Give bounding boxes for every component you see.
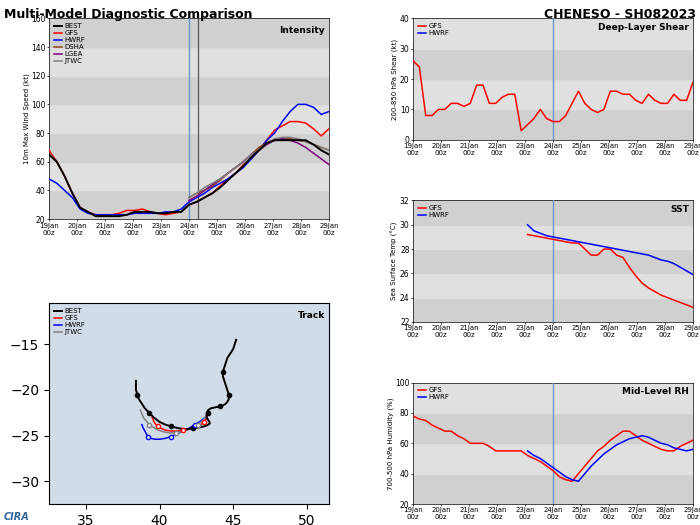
Bar	[413, 79, 693, 109]
Text: Track: Track	[298, 311, 325, 320]
Bar	[49, 191, 329, 219]
Bar	[413, 443, 693, 474]
Text: Mid-Level RH: Mid-Level RH	[622, 387, 689, 396]
Legend: GFS, HWRF: GFS, HWRF	[416, 204, 451, 220]
Bar	[413, 413, 693, 443]
Bar	[413, 109, 693, 140]
Text: Deep-Layer Shear: Deep-Layer Shear	[598, 23, 689, 32]
Bar	[49, 18, 329, 47]
Bar	[49, 76, 329, 104]
Bar	[413, 274, 693, 298]
Text: CHENESO - SH082023: CHENESO - SH082023	[545, 8, 696, 21]
Legend: GFS, HWRF: GFS, HWRF	[416, 386, 451, 402]
Y-axis label: 10m Max Wind Speed (kt): 10m Max Wind Speed (kt)	[23, 74, 29, 164]
Text: Multi-Model Diagnostic Comparison: Multi-Model Diagnostic Comparison	[4, 8, 252, 21]
Legend: BEST, GFS, HWRF, JTWC: BEST, GFS, HWRF, JTWC	[52, 307, 87, 337]
Bar	[49, 104, 329, 133]
Bar	[413, 201, 693, 225]
Text: CIRA: CIRA	[4, 512, 29, 522]
Legend: BEST, GFS, HWRF, DSHA, LGEA, JTWC: BEST, GFS, HWRF, DSHA, LGEA, JTWC	[52, 22, 87, 66]
Y-axis label: 200-850 hPa Shear (kt): 200-850 hPa Shear (kt)	[392, 38, 398, 120]
Bar	[49, 47, 329, 76]
Bar	[49, 133, 329, 162]
Text: Intensity: Intensity	[279, 26, 325, 35]
Bar	[413, 18, 693, 49]
Bar	[413, 49, 693, 79]
Legend: GFS, HWRF: GFS, HWRF	[416, 22, 451, 38]
Text: SST: SST	[670, 205, 689, 214]
Bar	[413, 383, 693, 413]
Bar	[413, 298, 693, 322]
Y-axis label: Sea Surface Temp (°C): Sea Surface Temp (°C)	[391, 222, 398, 300]
Y-axis label: 700-500 hPa Humidity (%): 700-500 hPa Humidity (%)	[387, 397, 393, 489]
Bar	[413, 474, 693, 504]
Bar	[413, 249, 693, 274]
Bar	[49, 162, 329, 191]
Bar	[413, 225, 693, 249]
